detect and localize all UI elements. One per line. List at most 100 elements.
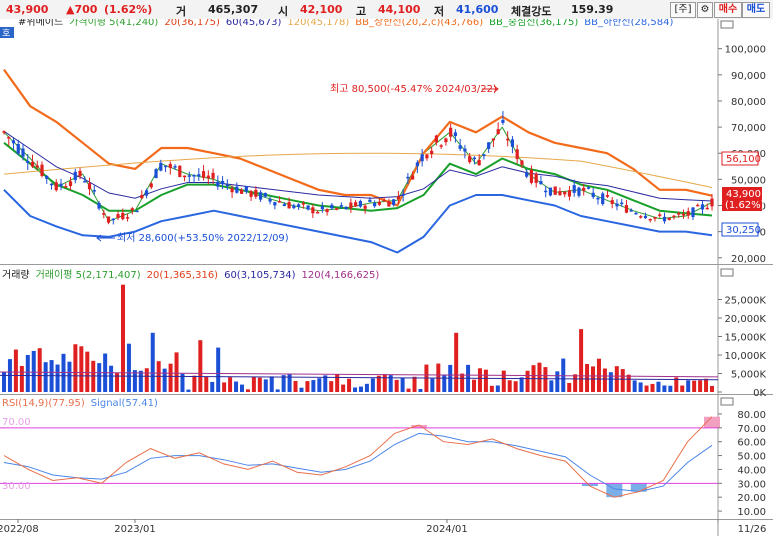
volume-bar [216,347,221,392]
stock-code-button[interactable]: [주] [670,2,696,18]
candle-body [45,175,49,179]
candle-body [672,215,676,218]
bb-lower-tag-text: 30,250 [726,225,761,236]
candle-body [201,171,206,178]
volume-bar [97,363,102,392]
candle-body [335,208,339,210]
low-label: 저 [434,5,445,18]
candle-body [301,203,305,205]
volume-bar [353,387,358,392]
low-value: 41,600 [456,3,499,16]
rsi-band-70-label: 70.00 [2,417,31,428]
stock-chart[interactable]: #위메이드 가격이평 5(41,240) 20(36,175) 60(45,673) 1… [0,19,773,536]
candle-body [173,166,177,168]
rsi-oversold-fill [630,483,647,492]
candle-body [434,135,439,143]
candle-body [624,205,629,213]
high-value: 44,100 [378,3,421,16]
rsi-overbought-fill [704,416,720,428]
rsi-legend: RSI(14,9)(77.95) Signal(57.41) [2,398,158,409]
volume-bar [162,368,167,392]
volume-bar [305,381,310,392]
volume-bar [549,380,554,392]
candle-body [515,149,519,160]
candle-body [449,127,453,137]
candle-body [26,160,30,163]
candle-body [686,211,690,216]
candle-body [121,212,125,220]
candle-body [320,206,324,210]
candle-body [425,154,429,159]
rsi-lines [3,416,713,498]
gear-icon[interactable]: ⚙ [697,2,713,18]
volume-bar [561,358,566,392]
volume-bar [358,386,363,392]
volume-bar [239,384,244,392]
volume-bar [180,373,185,392]
ma120-line [3,152,713,188]
candle-body [582,187,586,191]
volume-bar [698,380,703,392]
volume-bar [573,374,578,392]
volume-bar [680,385,685,392]
candle-body [648,218,652,221]
volume-bar [608,372,613,392]
volume-axis-handle[interactable] [720,268,734,277]
volume-bar [483,369,488,392]
candle-body [97,202,101,209]
candle-body [268,198,272,202]
volume-bar [299,387,304,392]
candle-body [197,174,201,177]
candle-body [496,129,500,135]
volume-ma60-line [0,374,719,381]
volume-bar [632,380,637,392]
volume-bar [668,385,673,392]
candle-body [710,198,714,207]
ma60-line [3,130,713,202]
candle-body [316,211,320,214]
volume-bar [293,380,298,392]
rsi-axis-handle[interactable] [720,397,734,406]
volume-bar [31,350,36,392]
volume-bar [412,376,417,392]
volume-bar [281,375,286,392]
candle-body [363,205,367,209]
volume-bar [388,375,393,392]
candle-body [16,143,20,154]
volume-bar [418,388,423,392]
volume-bar [674,377,679,392]
candle-body [325,209,329,213]
candle-body [254,189,258,197]
candle-body [401,193,405,196]
candle-body [49,183,54,186]
candle-body [396,196,400,200]
volume-bar [442,374,447,392]
price-axis-handle[interactable] [720,20,734,29]
volume-bar [406,388,411,392]
rsi-tick-label: 40.00 [737,465,766,476]
candle-body [634,212,638,215]
legend-item: BB_상한선(20,2,c)(43,766) [355,19,483,28]
volume-bar [210,381,215,392]
volume-bar [168,363,173,392]
volume-bar [2,372,6,392]
volume-bar [192,375,197,392]
price-tick-label: 50,000 [731,175,766,186]
candle-body [35,165,39,168]
buy-button[interactable]: 매수 [714,2,742,18]
candle-body [544,190,548,193]
candle-body [273,202,277,206]
candle-body [553,186,557,195]
volume-tick-label: 25,000K [724,296,766,307]
volume-bar [275,389,280,392]
candle-body [491,138,496,141]
candle-body [11,140,16,144]
legend-item: 거래이평 5(2,171,407) [36,269,141,281]
legend-item: 20(36,175) [164,19,220,28]
candle-body [629,210,633,212]
volume-bar [25,355,30,392]
legend-item: 거래량 [2,269,30,281]
legend-item: BB_하한선(28,584) [584,19,673,28]
volume-legend: 거래량 거래이평 5(2,171,407) 20(1,365,316) 60(3,10… [2,269,379,281]
sell-button[interactable]: 매도 [742,2,770,18]
